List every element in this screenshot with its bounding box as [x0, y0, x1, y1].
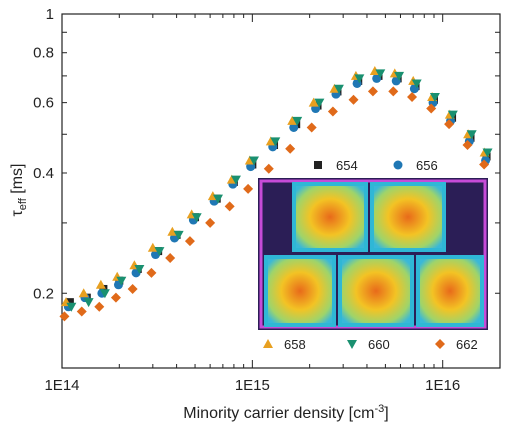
data-point-662 — [388, 86, 399, 97]
plot-area — [59, 13, 501, 369]
x-axis-title: Minority carrier density [cm-3] — [183, 403, 388, 422]
data-point-660 — [134, 265, 145, 275]
legend-label-662: 662 — [456, 337, 478, 352]
legend-label-660: 660 — [368, 337, 390, 352]
inset-tile-core — [420, 259, 480, 323]
data-point-660 — [99, 289, 110, 299]
data-point-658 — [95, 279, 106, 289]
data-point-662 — [367, 86, 378, 97]
data-point-662 — [76, 306, 87, 317]
legend-label-654: 654 — [336, 158, 358, 173]
data-point-660 — [333, 84, 344, 94]
data-markers — [59, 65, 493, 322]
y-axis-title: τeff [ms] — [9, 163, 29, 216]
legend-label-658: 658 — [284, 337, 306, 352]
data-point-658 — [167, 226, 178, 236]
legend-marker-654 — [314, 161, 322, 169]
x-axis-title-main: Minority carrier density [cm — [183, 405, 374, 422]
data-point-660 — [292, 116, 303, 126]
data-point-654 — [99, 284, 108, 293]
data-point-656 — [372, 73, 382, 83]
data-point-658 — [329, 83, 340, 93]
y-axis-title-unit: [ms] — [9, 163, 26, 198]
x-axis-title-end: ] — [384, 405, 388, 422]
axis-ticks — [61, 13, 501, 368]
x-tick-labels: 1E14 1E15 1E16 — [44, 377, 460, 394]
data-point-654 — [65, 298, 74, 307]
data-point-660 — [375, 69, 386, 79]
data-point-658 — [147, 242, 158, 252]
data-point-660 — [447, 110, 458, 120]
legend-marker-660 — [347, 340, 357, 349]
data-point-662 — [205, 217, 216, 228]
y-axis-title-main: τ — [9, 210, 26, 217]
data-point-658 — [78, 288, 89, 298]
data-point-658 — [287, 115, 298, 125]
data-point-662 — [479, 159, 490, 170]
inset-photoluminescence-image — [258, 178, 488, 330]
legend-marker-656 — [393, 160, 403, 170]
data-point-658 — [308, 97, 319, 107]
inset-tile-core — [296, 186, 364, 248]
data-point-662 — [263, 163, 274, 174]
legend-marker-662 — [435, 339, 445, 349]
data-point-660 — [248, 156, 259, 166]
data-point-660 — [154, 247, 165, 257]
data-point-662 — [165, 253, 176, 264]
data-point-660 — [191, 213, 202, 223]
data-point-662 — [127, 283, 138, 294]
y-tick-label: 1 — [46, 6, 54, 23]
data-point-662 — [462, 140, 473, 151]
data-point-662 — [306, 122, 317, 133]
x-tick-label: 1E16 — [425, 377, 460, 394]
y-tick-label: 0.2 — [33, 285, 54, 302]
legend-label-656: 656 — [416, 158, 438, 173]
y-tick-label: 0.4 — [33, 165, 54, 182]
data-point-662 — [59, 311, 70, 322]
data-point-662 — [243, 183, 254, 194]
data-point-660 — [394, 71, 405, 81]
legend: 654 656 658 660 662 — [263, 158, 478, 352]
data-point-662 — [444, 119, 455, 130]
x-tick-label: 1E14 — [44, 377, 79, 394]
data-point-662 — [327, 106, 338, 117]
data-point-660 — [270, 137, 281, 147]
y-tick-label: 0.8 — [33, 45, 54, 62]
x-tick-label: 1E15 — [235, 377, 270, 394]
inset-tile-core — [268, 259, 332, 323]
data-point-660 — [83, 298, 94, 308]
plot-frame — [61, 13, 501, 369]
data-point-662 — [348, 94, 359, 105]
data-point-662 — [224, 201, 235, 212]
data-point-662 — [285, 143, 296, 154]
data-point-656 — [289, 122, 299, 132]
y-tick-labels: 0.2 0.4 0.6 0.8 1 — [33, 6, 54, 302]
y-axis-title-sub: eff — [17, 197, 29, 210]
data-point-660 — [354, 74, 365, 84]
data-point-662 — [94, 301, 105, 312]
data-point-660 — [314, 98, 325, 108]
data-point-660 — [482, 148, 493, 158]
data-point-660 — [212, 194, 223, 204]
inset-tile-core — [374, 186, 442, 248]
data-point-662 — [146, 267, 157, 278]
x-axis-title-sup: -3 — [374, 403, 384, 415]
data-point-660 — [230, 175, 241, 185]
data-point-662 — [184, 236, 195, 247]
data-point-660 — [429, 92, 440, 102]
data-point-658 — [265, 136, 276, 146]
data-point-660 — [66, 302, 77, 312]
legend-marker-658 — [263, 339, 273, 348]
data-point-662 — [426, 103, 437, 114]
data-point-660 — [116, 276, 127, 286]
data-point-662 — [407, 91, 418, 102]
y-tick-label: 0.6 — [33, 95, 54, 112]
data-point-660 — [173, 230, 184, 240]
data-point-660 — [411, 79, 422, 89]
data-point-660 — [466, 130, 477, 140]
data-point-662 — [110, 292, 121, 303]
inset-tile-core — [342, 259, 410, 323]
